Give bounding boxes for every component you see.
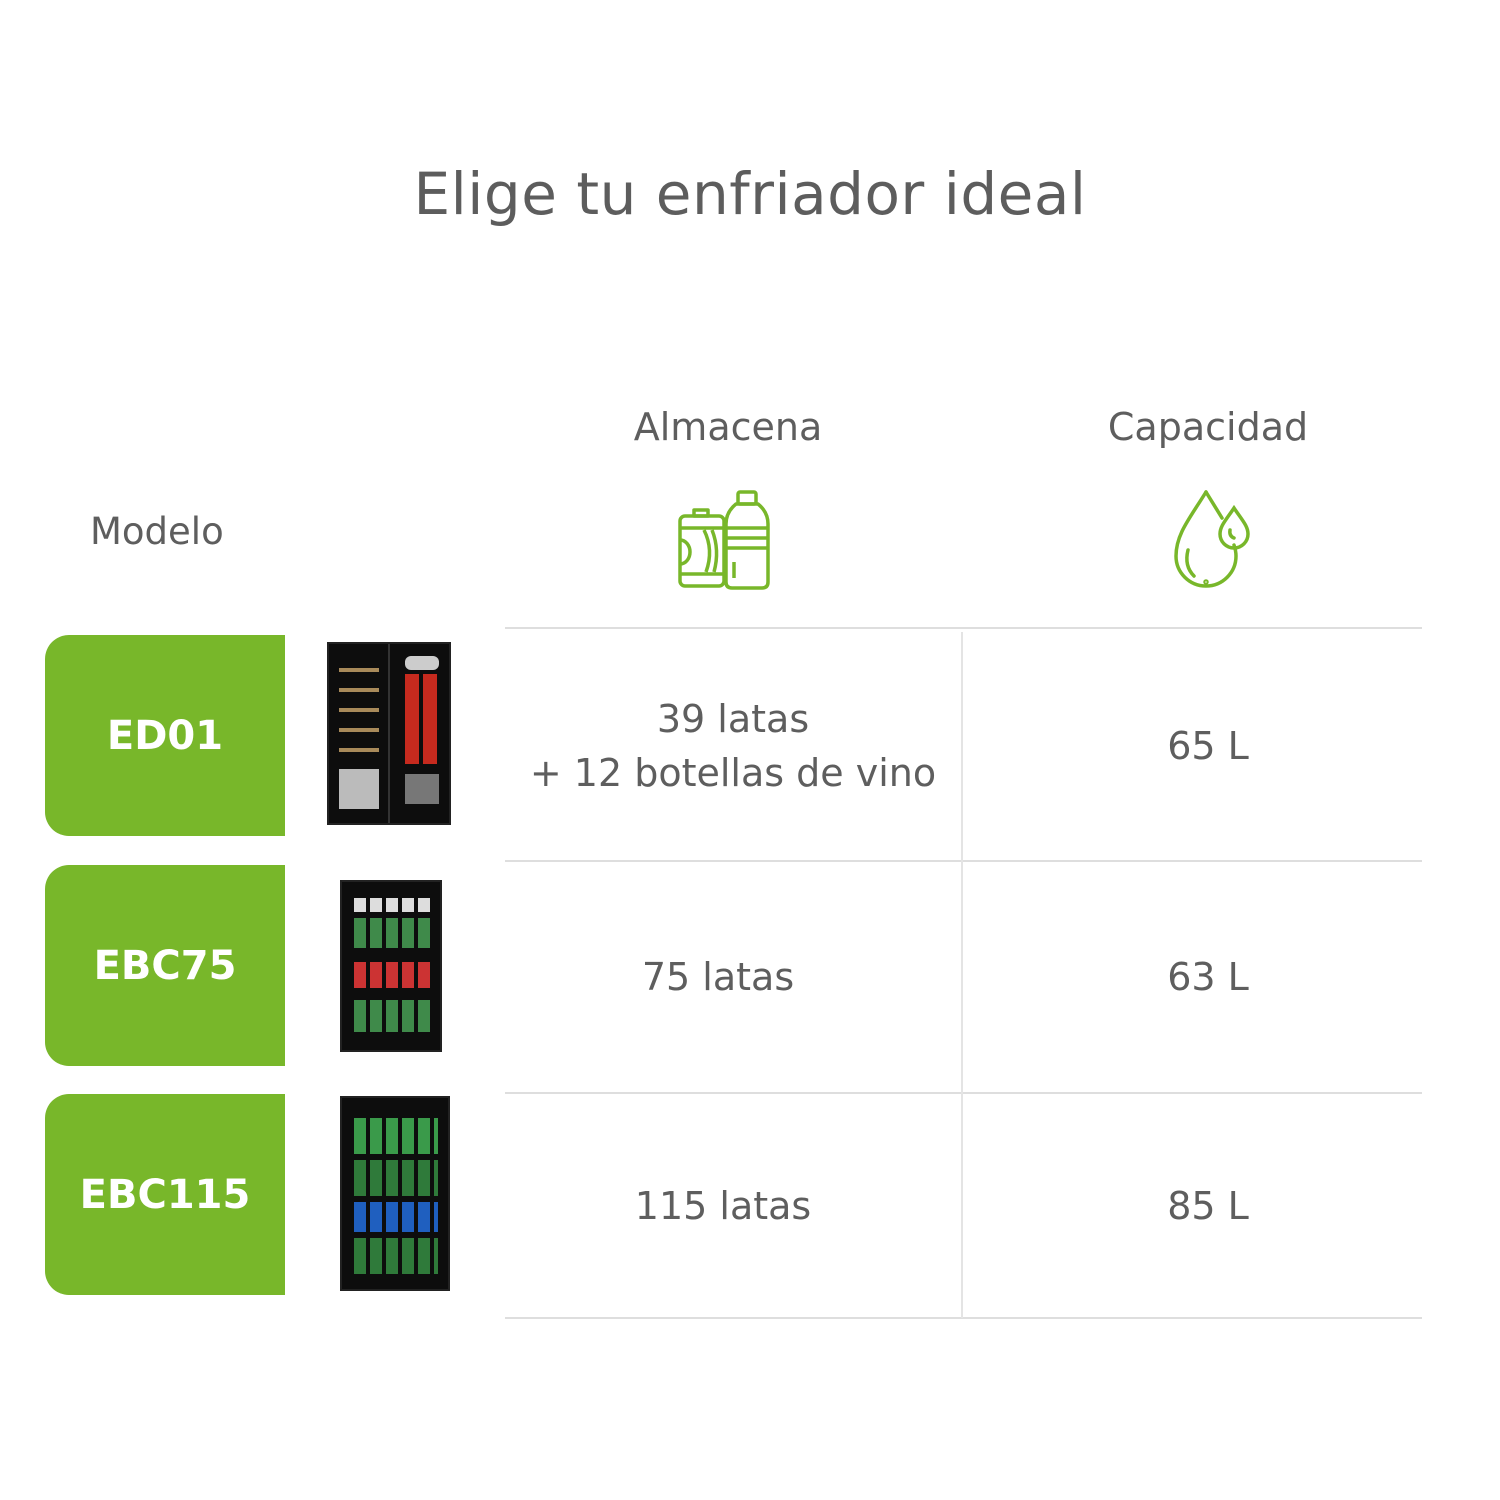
column-divider [961,632,963,1318]
water-drops-icon [1174,490,1250,588]
can-and-bottle-icon [678,490,770,590]
product-image-ebc115 [340,1096,450,1291]
storage-cell: 39 latas + 12 botellas de vino [505,632,961,860]
storage-line-2: + 12 botellas de vino [529,751,937,795]
model-badge: EBC115 [45,1094,285,1295]
capacity-cell: 65 L [1167,724,1249,768]
column-header-storage: Almacena [633,405,823,449]
model-badge: ED01 [45,635,285,836]
table-divider [505,1092,1422,1094]
storage-cell: 75 latas [641,955,795,999]
storage-line-1: 39 latas [656,697,810,741]
column-header-model: Modelo [90,510,224,553]
model-badge: EBC75 [45,865,285,1066]
page-title: Elige tu enfriador ideal [413,160,1087,228]
capacity-cell: 85 L [1167,1183,1249,1228]
capacity-cell: 63 L [1167,955,1249,999]
product-image-ed01 [327,642,451,825]
column-header-capacity: Capacidad [1107,405,1309,449]
table-divider [505,1317,1422,1319]
table-divider [505,860,1422,862]
product-image-ebc75 [340,880,442,1052]
table-divider [505,627,1422,629]
storage-cell: 115 latas [634,1183,812,1228]
